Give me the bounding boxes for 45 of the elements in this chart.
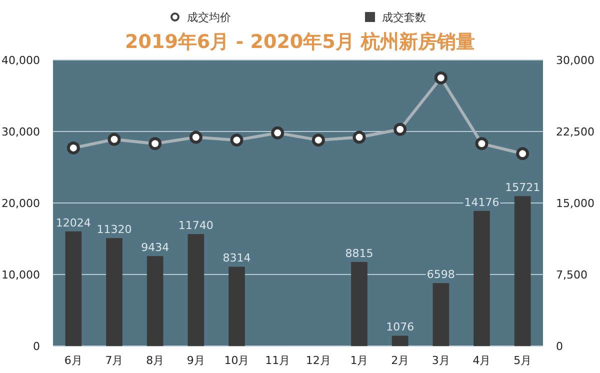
- x-tick-label: 5月: [514, 354, 532, 367]
- y2-tick-label: 7,500: [556, 268, 588, 282]
- data-label: 6598: [426, 268, 455, 282]
- y2-tick-label: 22,500: [556, 126, 594, 138]
- x-tick-label: 2月: [391, 354, 410, 367]
- data-label: 12024: [56, 216, 91, 230]
- legend-label: 成交均价: [187, 11, 231, 24]
- bar: [392, 336, 408, 346]
- data-label: 11320: [96, 223, 132, 236]
- bar: [474, 210, 490, 346]
- bar: [106, 238, 122, 346]
- bar: [65, 231, 82, 346]
- data-label: 11740: [178, 219, 214, 232]
- x-tick-label: 6月: [64, 354, 82, 367]
- x-tick-label: 3月: [432, 354, 450, 367]
- y-tick-label: 0: [33, 340, 40, 353]
- data-label: 1076: [386, 320, 414, 334]
- bar: [351, 262, 368, 346]
- bar: [514, 196, 531, 346]
- x-tick-label: 1月: [350, 354, 368, 367]
- y-tick-label: 20,000: [2, 197, 40, 210]
- chart-title: 2019年6月 - 2020年5月 杭州新房销量: [125, 31, 475, 53]
- bar: [432, 283, 450, 346]
- data-label: 9434: [141, 241, 170, 254]
- y-tick-label: 30,000: [2, 126, 40, 138]
- data-label: 8815: [345, 246, 374, 260]
- y2-tick-label: 30,000: [556, 54, 594, 67]
- x-tick-label: 10月: [224, 354, 250, 367]
- y-tick-label: 10,000: [2, 268, 40, 282]
- y-tick-label: 40,000: [2, 54, 40, 67]
- data-label: 8314: [222, 252, 251, 265]
- bar: [146, 256, 164, 346]
- data-label: 14176: [464, 196, 500, 209]
- x-tick-label: 8月: [146, 354, 164, 367]
- bar: [188, 234, 204, 346]
- x-tick-label: 7月: [105, 354, 124, 367]
- data-label: 15721: [505, 181, 540, 194]
- x-tick-label: 12月: [306, 354, 331, 367]
- x-tick-label: 11月: [265, 354, 290, 367]
- legend-label: 成交套数: [382, 11, 426, 24]
- x-tick-label: 9月: [186, 354, 205, 367]
- bar: [228, 266, 245, 346]
- y2-tick-label: 15,000: [556, 197, 594, 210]
- y2-tick-label: 0: [556, 340, 563, 353]
- x-tick-label: 4月: [472, 354, 491, 367]
